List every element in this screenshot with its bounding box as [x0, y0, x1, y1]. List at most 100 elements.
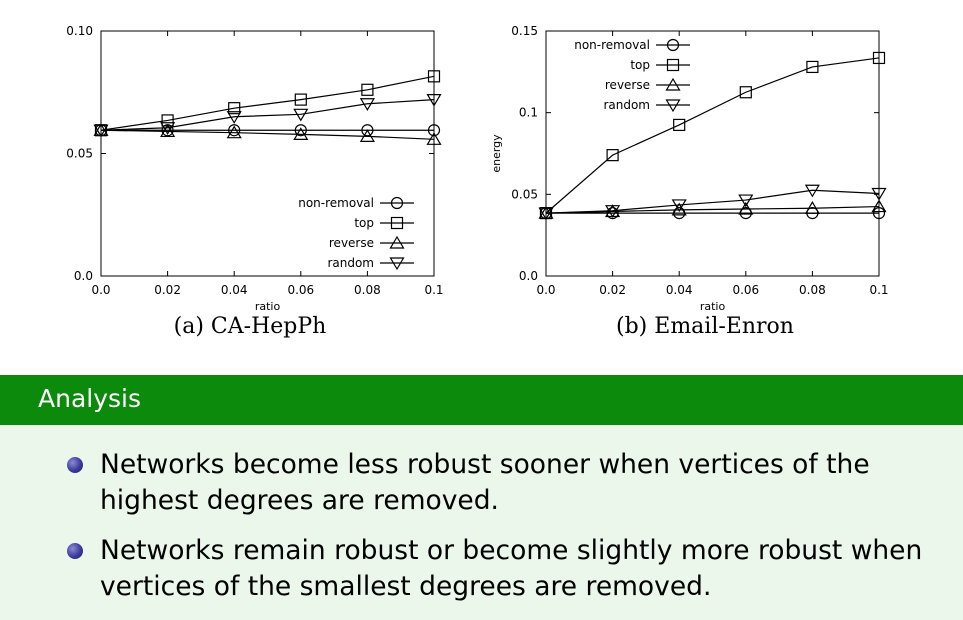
series-line-random	[545, 189, 880, 214]
data-point-reverse	[671, 202, 687, 216]
legend-marker-reverse	[665, 77, 681, 91]
data-point-random	[538, 207, 554, 221]
x-tick-label: 0.1	[869, 283, 888, 297]
data-point-reverse	[359, 129, 375, 142]
x-tick-label: 0.0	[91, 283, 110, 297]
legend-marker-top	[390, 216, 404, 230]
series-reverse	[538, 199, 887, 219]
data-point-top	[739, 86, 752, 99]
data-point-random	[160, 122, 176, 135]
plot-frame	[545, 30, 880, 277]
x-axis-label: ratio	[700, 300, 726, 313]
data-point-reverse	[871, 199, 887, 213]
plot-frame	[100, 30, 435, 277]
data-point-reverse	[738, 201, 754, 215]
bullet-dot-icon	[67, 457, 83, 473]
data-point-random	[605, 205, 621, 218]
legend-marker-non-removal	[666, 38, 680, 52]
legend-entry-label: reverse	[329, 236, 374, 250]
y-tick-label: 0.10	[66, 24, 93, 38]
legend-marker-reverse	[389, 235, 405, 249]
series-random	[93, 93, 442, 138]
series-reverse	[93, 123, 442, 145]
legend-entry-label: top	[630, 58, 650, 72]
x-tick-label: 0.04	[666, 283, 693, 297]
chart-caption-b: (b) Email-Enron	[616, 314, 794, 339]
data-point-non-removal	[361, 124, 374, 137]
legend-entry-label: reverse	[605, 78, 650, 92]
x-tick-label: 0.0	[536, 283, 555, 297]
legend-entry-label: non-removal	[574, 38, 650, 52]
legend-entry-label: random	[603, 98, 650, 112]
series-top	[94, 70, 441, 137]
analysis-bullet-1: Networks become less robust sooner when …	[0, 447, 963, 519]
legend: non-removal top reverse random	[298, 196, 414, 271]
x-tick-label: 0.02	[599, 283, 626, 297]
y-tick-label: 0.05	[66, 147, 93, 161]
x-tick-label: 0.08	[354, 283, 381, 297]
data-point-top	[872, 51, 886, 65]
data-point-reverse	[226, 125, 242, 139]
legend-marker-top	[666, 58, 680, 72]
x-tick-label: 0.06	[732, 283, 759, 297]
legend-marker-random	[389, 257, 405, 271]
legend-marker-non-removal	[390, 196, 404, 210]
legend: non-removal top reverse random	[574, 38, 690, 113]
chart-ca-hepph: 0.0 0.02 0.04 0.06 0.08 0.1 0.0 0.05 0.10 ratio no…	[0, 0, 480, 320]
legend-entry-label: top	[354, 216, 374, 230]
data-point-reverse	[804, 201, 820, 214]
x-tick-label: 0.06	[287, 283, 314, 297]
data-point-reverse	[293, 127, 309, 140]
series-line-random	[100, 99, 435, 131]
data-point-top	[294, 93, 307, 106]
analysis-bullet-2-text: Networks remain robust or become slightl…	[100, 535, 923, 602]
x-tick-label: 0.1	[424, 283, 443, 297]
analysis-bullet-list: Networks become less robust sooner when …	[0, 425, 963, 605]
chart-caption-a: (a) CA-HepPh	[173, 314, 327, 339]
data-point-random	[738, 194, 754, 208]
series-top	[539, 51, 886, 220]
series-line-top	[545, 57, 880, 214]
data-point-top	[361, 83, 374, 96]
series-line-top	[100, 75, 435, 131]
data-point-reverse	[426, 132, 442, 145]
chart-email-enron: 0.0 0.02 0.04 0.06 0.08 0.1 0.0 0.05 0.1 0.15 rati…	[481, 0, 961, 320]
data-point-non-removal	[606, 207, 619, 220]
data-point-top	[427, 70, 441, 83]
bullet-dot-icon	[67, 543, 83, 559]
series-line-reverse	[100, 129, 435, 140]
data-point-random	[671, 199, 687, 213]
data-point-non-removal	[872, 207, 886, 220]
data-point-random	[426, 93, 442, 107]
legend-entry-label: non-removal	[298, 196, 374, 210]
data-point-non-removal	[294, 124, 307, 137]
legend-entry-label: random	[327, 256, 374, 270]
series-random	[538, 184, 887, 221]
data-point-top	[606, 149, 619, 162]
x-tick-label: 0.08	[799, 283, 826, 297]
x-axis-label: ratio	[255, 300, 281, 313]
data-point-top	[228, 102, 241, 115]
data-point-random	[359, 98, 375, 111]
y-tick-label: 0.15	[511, 24, 538, 38]
data-point-reverse	[160, 124, 176, 138]
analysis-bullet-2: Networks remain robust or become slightl…	[0, 533, 963, 605]
y-tick-label: 0.05	[511, 187, 538, 201]
analysis-bullet-1-text: Networks become less robust sooner when …	[100, 449, 870, 516]
x-tick-label: 0.02	[154, 283, 181, 297]
data-point-non-removal	[228, 124, 241, 137]
y-axis-label: energy	[490, 134, 503, 173]
chart-email-enron-svg: 0.0 0.02 0.04 0.06 0.08 0.1 0.0 0.05 0.1 0.15 rati…	[490, 24, 889, 313]
data-point-random	[226, 111, 242, 124]
legend-marker-random	[665, 99, 681, 113]
series-line-reverse	[545, 205, 880, 214]
chart-ca-hepph-svg: 0.0 0.02 0.04 0.06 0.08 0.1 0.0 0.05 0.10 ratio no…	[66, 24, 443, 313]
data-point-random	[871, 187, 887, 201]
data-point-random	[804, 184, 820, 198]
y-tick-label: 0.0	[74, 269, 93, 283]
y-tick-label: 0.1	[519, 106, 538, 120]
analysis-title: Analysis	[0, 375, 963, 425]
data-point-random	[93, 124, 109, 138]
data-point-top	[673, 118, 686, 132]
data-point-random	[293, 108, 309, 122]
